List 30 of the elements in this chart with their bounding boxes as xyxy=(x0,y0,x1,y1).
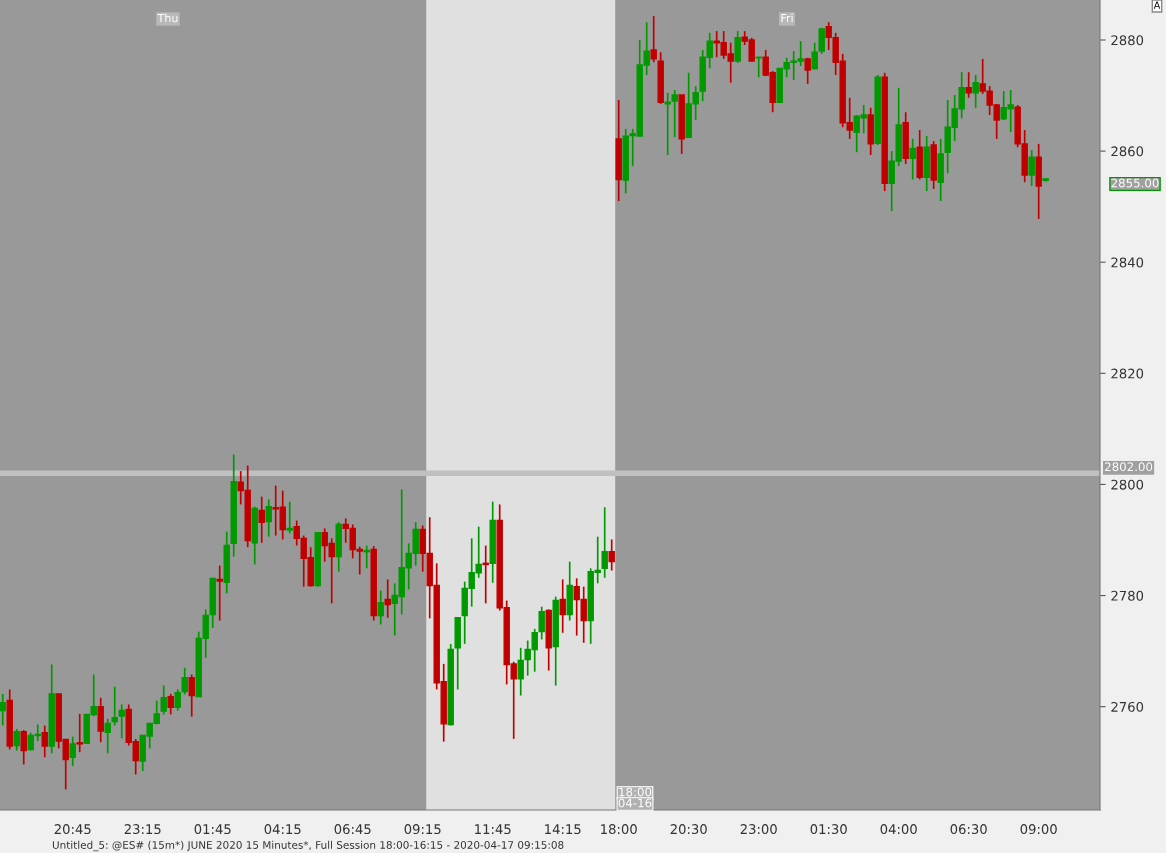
y-tick-label: 2880 xyxy=(1111,35,1144,46)
ref-line-label: 2802.00 xyxy=(1105,462,1153,472)
x-tick-label: 23:15 xyxy=(124,824,161,835)
x-tick-label: 09:00 xyxy=(1020,824,1057,835)
y-tick-label: 2860 xyxy=(1111,146,1144,157)
x-tick-label: 06:30 xyxy=(950,824,987,835)
x-tick-label: 04:15 xyxy=(264,824,301,835)
text: Untitled_5: @ES# (15m*) JUNE 2020 15 Minutes*, Full Session 18:00-16:15 - 2020-04-17 09:15:08 xyxy=(52,840,564,852)
x-tick-label: 23:00 xyxy=(740,824,777,835)
x-tick-label: 09:15 xyxy=(404,824,441,835)
y-tick-label: 2780 xyxy=(1111,590,1144,601)
x-tick-label: 06:45 xyxy=(334,824,371,835)
x-tick-label: 20:30 xyxy=(670,824,707,835)
annotation: Fri xyxy=(781,13,793,23)
text: A xyxy=(1153,1,1161,9)
x-tick-label: 20:45 xyxy=(54,824,91,835)
annotation: 18:00 xyxy=(619,787,652,797)
y-tick-label: 2760 xyxy=(1111,701,1144,712)
x-tick-label: 01:30 xyxy=(810,824,847,835)
text: 2855.00 xyxy=(1111,178,1159,188)
annotation: Thu xyxy=(157,13,178,23)
y-tick-label: 2840 xyxy=(1111,257,1144,268)
x-tick-label: 11:45 xyxy=(475,824,511,835)
x-tick-label: 01:45 xyxy=(194,824,231,835)
annotation: 04-16 xyxy=(618,798,652,808)
x-tick-label: 04:00 xyxy=(880,824,917,835)
x-tick-label: 18:00 xyxy=(601,824,637,835)
x-tick-label: 14:15 xyxy=(545,824,581,835)
y-tick-label: 2820 xyxy=(1111,368,1144,379)
y-tick-label: 2800 xyxy=(1111,479,1144,490)
